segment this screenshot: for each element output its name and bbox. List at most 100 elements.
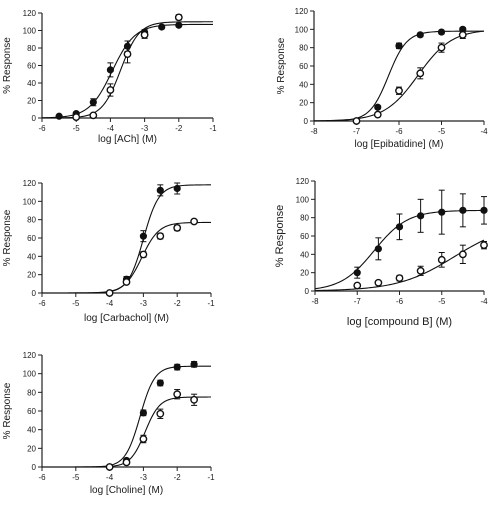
y-tick-label: 20: [27, 97, 36, 106]
x-tick-label: -5: [72, 473, 80, 482]
series-2: [314, 239, 488, 292]
fit-curve: [41, 23, 213, 119]
data-point-open: [72, 113, 81, 122]
data-point-filled: [437, 28, 446, 36]
y-tick-label: 80: [27, 388, 36, 397]
data-point-open: [437, 43, 446, 52]
y-tick-label: 0: [32, 289, 37, 298]
data-point-filled: [374, 245, 382, 253]
y-axis-label: % Response: [276, 37, 287, 94]
y-axis-label: % Response: [2, 37, 13, 94]
x-axis-label: log [compound B] (M): [347, 316, 452, 328]
data-point-filled: [190, 360, 198, 368]
x-tick-label: -4: [106, 473, 114, 482]
series-2: [42, 217, 211, 297]
y-tick-label: 40: [27, 79, 36, 88]
x-tick-label: -6: [395, 127, 403, 136]
y-tick-label: 0: [304, 117, 309, 126]
y-axis-label: % Response: [274, 205, 286, 267]
x-tick-label: -5: [438, 297, 446, 306]
data-point-open: [190, 395, 199, 404]
y-tick-label: 120: [23, 179, 37, 188]
y-tick-label: 0: [305, 287, 310, 296]
y-tick-label: 20: [27, 271, 36, 280]
data-point-filled: [417, 212, 425, 220]
data-point-open: [122, 458, 131, 467]
fit-curve: [314, 239, 485, 292]
x-tick-label: -6: [38, 124, 46, 133]
y-tick-label: 120: [23, 9, 37, 18]
y-tick-label: 60: [27, 234, 36, 243]
fit-curve: [313, 30, 485, 122]
data-point-filled: [395, 42, 403, 50]
fit-curve: [42, 365, 211, 468]
data-point-filled: [480, 206, 488, 214]
data-point-filled: [139, 409, 147, 417]
x-axis-label: log [Carbachol] (M): [84, 313, 169, 324]
series-1: [314, 189, 488, 290]
series-1: [41, 21, 213, 120]
data-point-filled: [173, 363, 181, 371]
x-tick-label: -6: [38, 473, 46, 482]
fit-curve: [42, 21, 214, 119]
chart-panel-5: 0 20 40 60 80 100 120 -6 -5 -4 -3 -2 -1 log [Choline]…: [2, 351, 215, 496]
y-tick-label: 80: [300, 214, 309, 223]
data-point-filled: [89, 98, 97, 106]
data-point-filled: [459, 206, 467, 214]
x-tick-label: -8: [311, 297, 319, 306]
x-tick-label: -4: [106, 299, 114, 308]
y-axis-label: % Response: [2, 209, 13, 266]
data-point-open: [89, 111, 98, 120]
data-point-filled: [139, 232, 147, 240]
y-tick-label: 40: [299, 80, 308, 89]
y-tick-label: 80: [27, 216, 36, 225]
chart-panel-3: 0 20 40 60 80 100 120 -6 -5 -4 -3 -2 -1 log [Carbacho…: [2, 179, 215, 324]
data-point-filled: [55, 112, 63, 120]
x-tick-label: -4: [480, 297, 488, 306]
data-point-open: [173, 224, 182, 232]
data-point-open: [374, 278, 383, 287]
data-point-open: [395, 86, 403, 95]
data-point-open: [458, 30, 467, 39]
y-tick-label: 80: [299, 44, 308, 53]
y-tick-label: 60: [27, 407, 36, 416]
y-tick-label: 0: [32, 114, 37, 123]
x-axis-label: log [ACh] (M): [98, 134, 157, 145]
y-tick-label: 100: [23, 27, 37, 36]
data-point-filled: [175, 21, 183, 29]
data-point-open: [395, 274, 404, 283]
data-point-open: [140, 30, 149, 39]
data-point-filled: [353, 269, 361, 277]
data-point-open: [122, 278, 131, 286]
y-tick-label: 100: [23, 197, 37, 206]
data-point-open: [416, 266, 425, 275]
y-tick-label: 60: [300, 232, 309, 241]
data-point-open: [106, 86, 115, 94]
y-tick-label: 120: [295, 7, 309, 16]
x-tick-label: -5: [72, 299, 80, 308]
x-tick-label: -2: [174, 299, 182, 308]
x-tick-label: -4: [107, 124, 115, 133]
y-tick-label: 100: [296, 195, 310, 204]
x-tick-label: -7: [354, 297, 362, 306]
x-tick-label: -1: [209, 124, 217, 133]
series-1: [42, 360, 211, 471]
y-tick-label: 40: [300, 250, 309, 259]
y-tick-label: 100: [23, 370, 37, 379]
data-point-filled: [374, 103, 382, 111]
data-point-filled: [416, 31, 424, 39]
data-point-open: [123, 50, 132, 59]
y-axis-label: % Response: [2, 382, 13, 439]
data-point-open: [156, 409, 165, 418]
x-tick-label: -2: [175, 124, 183, 133]
data-point-open: [105, 289, 114, 297]
x-tick-label: -3: [141, 124, 149, 133]
x-tick-label: -6: [38, 299, 46, 308]
y-tick-label: 0: [32, 463, 37, 472]
data-point-filled: [438, 208, 446, 216]
data-point-open: [139, 435, 148, 443]
y-tick-label: 100: [295, 25, 309, 34]
chart-panel-4: 0 20 40 60 80 100 120 -8 -7 -6 -5 -4 log [compound B…: [274, 177, 488, 328]
